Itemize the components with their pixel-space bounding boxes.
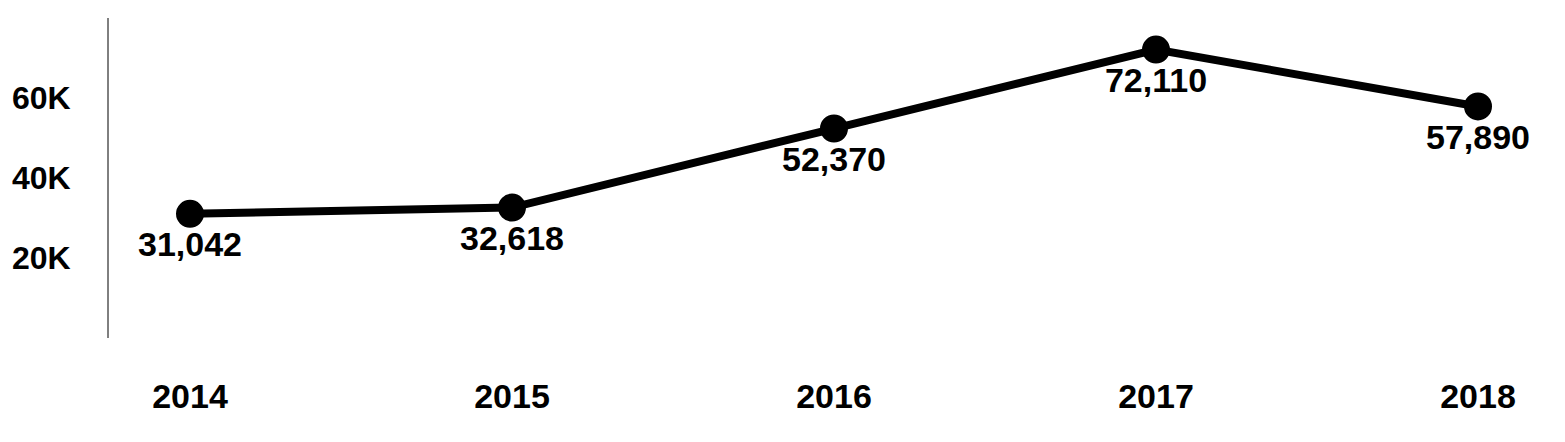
- svg-text:2014: 2014: [152, 377, 228, 415]
- svg-text:52,370: 52,370: [782, 140, 886, 178]
- svg-text:57,890: 57,890: [1426, 118, 1530, 156]
- svg-text:2018: 2018: [1440, 377, 1516, 415]
- svg-text:31,042: 31,042: [138, 225, 242, 263]
- svg-text:72,110: 72,110: [1105, 61, 1207, 99]
- svg-text:20K: 20K: [12, 240, 71, 276]
- svg-text:2017: 2017: [1118, 377, 1194, 415]
- svg-text:60K: 60K: [12, 80, 71, 116]
- svg-text:32,618: 32,618: [460, 219, 564, 257]
- svg-text:40K: 40K: [12, 160, 71, 196]
- svg-text:2016: 2016: [796, 377, 872, 415]
- svg-text:2015: 2015: [474, 377, 550, 415]
